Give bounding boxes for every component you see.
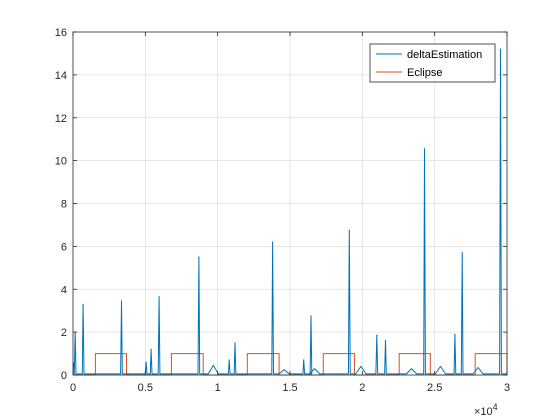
deltaestimation-peak-point [272,241,274,243]
y-tick-label: 10 [55,156,67,168]
x-tick-label: 0.5 [138,382,153,394]
legend-label-eclipse: Eclipse [407,67,442,79]
ticks [72,31,508,376]
deltaestimation-peak-point [228,359,230,361]
y-tick-label: 12 [55,113,67,125]
y-tick-label: 0 [61,370,67,382]
legend-label-deltaestimation: deltaEstimation [407,49,482,61]
x-tick-label: 1 [215,382,221,394]
y-tick-label: 16 [55,27,67,39]
deltaestimation-peak-point [454,333,456,335]
deltaestimation-peak-point [198,256,200,258]
deltaestimation-peak-point [158,296,160,298]
deltaestimation-peak-point [145,361,147,363]
y-tick-label: 2 [61,327,67,339]
deltaestimation-peak-point [150,348,152,350]
x-tick-labels: 0 0.5 1 1.5 2 2.5 3 [70,382,510,394]
x-tick-label: 1.5 [282,382,297,394]
deltaestimation-peak-point [120,300,123,302]
deltaestimation-peak-point [461,252,463,254]
y-tick-label: 4 [61,284,67,296]
grid [73,32,507,375]
y-tick-label: 14 [55,70,67,82]
legend: deltaEstimation Eclipse [369,43,496,83]
y-tick-labels: 0 2 4 6 8 10 12 14 16 [55,27,67,382]
x-tick-label: 0 [70,382,76,394]
y-tick-label: 8 [61,199,67,211]
x-tick-label: 2.5 [427,382,442,394]
legend-box [369,43,496,83]
deltaestimation-peak-point [376,334,378,336]
deltaestimation-peak-point [384,340,387,342]
x-tick-label: 3 [504,382,510,394]
deltaestimation-peak-point [310,315,312,317]
x-exponent-label: ×104 [474,402,498,418]
deltaestimation-peak-point [423,148,426,150]
series-deltaestimation-line [72,48,507,375]
deltaestimation-peak-point [348,229,350,231]
deltaestimation-peak-point [234,342,236,344]
deltaestimation-peak-point [303,359,305,361]
x-exponent-power: 4 [493,402,498,412]
deltaestimation-peak-point [499,48,502,50]
deltaestimation-peak-point [82,303,84,305]
y-tick-label: 6 [61,241,67,253]
x-tick-label: 2 [359,382,365,394]
